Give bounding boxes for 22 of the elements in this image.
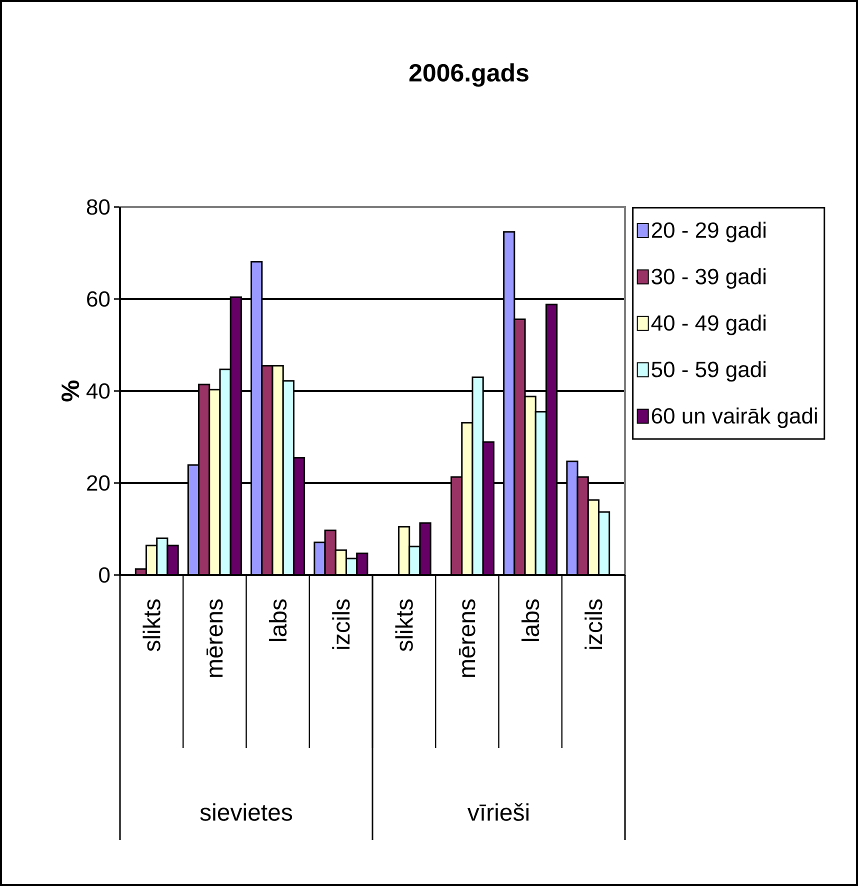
x-tick-label: labs (268, 599, 287, 641)
text: sievietes (200, 803, 292, 821)
x-tick-label: izcils (332, 599, 350, 649)
x-tick-label: labs (522, 599, 540, 641)
chart-title: 2006.gads (409, 63, 528, 87)
x-tick-label: izcils (584, 599, 602, 649)
x-tick-label: mērens (459, 599, 476, 677)
legend-label: 30 - 39 gadi (652, 268, 766, 289)
y-tick-label: 0 (99, 567, 110, 583)
x-tick-label: mērens (206, 599, 223, 677)
text: vīrieši (467, 803, 528, 821)
x-tick-label: slikts (395, 599, 413, 652)
y-tick-label: 40 (86, 383, 110, 399)
legend-label: 40 - 49 gadi (651, 314, 766, 336)
legend-label: 20 - 29 gadi (652, 222, 766, 242)
x-tick-label: slikts (142, 599, 160, 652)
y-axis-title: % (62, 380, 80, 402)
y-tick-label: 20 (87, 475, 110, 491)
y-tick-label: 60 (87, 291, 110, 307)
y-tick-label: 80 (86, 199, 110, 215)
legend-label: 50 - 59 gadi (652, 361, 766, 382)
legend-label: 60 un vairāk gadi (652, 408, 817, 428)
